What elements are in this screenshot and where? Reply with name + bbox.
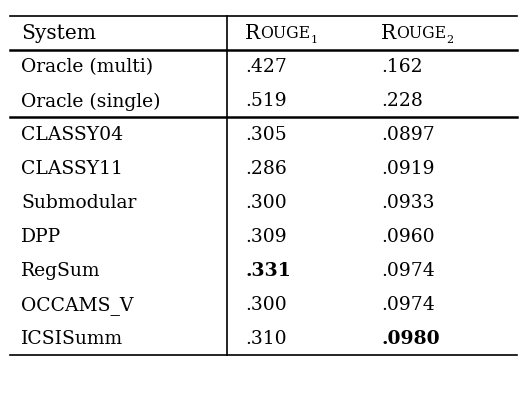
Text: Oracle (multi): Oracle (multi): [21, 58, 153, 76]
Text: Submodular: Submodular: [21, 194, 136, 212]
Text: OUGE: OUGE: [260, 25, 311, 42]
Text: OUGE: OUGE: [396, 25, 446, 42]
Text: .162: .162: [381, 58, 423, 76]
Text: .286: .286: [245, 160, 287, 178]
Text: .305: .305: [245, 126, 287, 144]
Text: CLASSY04: CLASSY04: [21, 126, 123, 144]
Text: .228: .228: [381, 92, 423, 110]
Text: System: System: [21, 24, 96, 43]
Text: .300: .300: [245, 295, 287, 313]
Text: .0933: .0933: [381, 194, 434, 212]
Text: RegSum: RegSum: [21, 261, 100, 280]
Text: R: R: [245, 24, 260, 43]
Text: .0919: .0919: [381, 160, 434, 178]
Text: .310: .310: [245, 329, 287, 347]
Text: OCCAMS_V: OCCAMS_V: [21, 295, 133, 314]
Text: DPP: DPP: [21, 228, 61, 246]
Text: 1: 1: [311, 35, 318, 45]
Text: .519: .519: [245, 92, 287, 110]
Text: .0974: .0974: [381, 261, 435, 280]
Text: .0897: .0897: [381, 126, 435, 144]
Text: .309: .309: [245, 228, 287, 246]
Text: 2: 2: [446, 35, 454, 45]
Text: ICSISumm: ICSISumm: [21, 329, 123, 347]
Text: .427: .427: [245, 58, 287, 76]
Text: R: R: [381, 24, 396, 43]
Text: .0974: .0974: [381, 295, 435, 313]
Text: CLASSY11: CLASSY11: [21, 160, 123, 178]
Text: Oracle (single): Oracle (single): [21, 92, 160, 110]
Text: .0960: .0960: [381, 228, 435, 246]
Text: .300: .300: [245, 194, 287, 212]
Text: .0980: .0980: [381, 329, 440, 347]
Text: .331: .331: [245, 261, 291, 280]
